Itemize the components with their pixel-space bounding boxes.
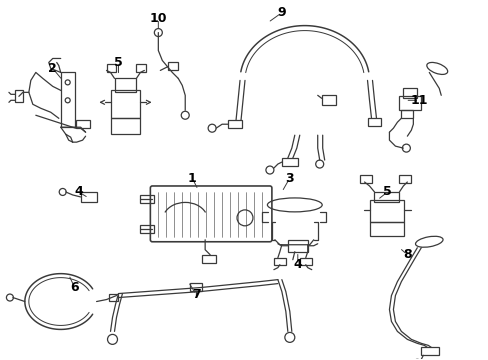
- Bar: [273, 258, 285, 265]
- Bar: [359, 175, 371, 183]
- Bar: [76, 120, 89, 128]
- Bar: [403, 88, 416, 98]
- Bar: [110, 90, 140, 118]
- Text: 5: 5: [382, 185, 391, 198]
- Bar: [108, 293, 118, 301]
- Bar: [140, 195, 154, 203]
- Bar: [421, 347, 438, 355]
- Bar: [281, 158, 297, 166]
- Bar: [399, 96, 421, 110]
- Text: 8: 8: [402, 248, 411, 261]
- Text: 1: 1: [187, 171, 196, 185]
- Bar: [81, 192, 96, 202]
- Bar: [401, 110, 412, 118]
- Bar: [369, 200, 404, 222]
- Bar: [321, 95, 335, 105]
- Bar: [110, 118, 140, 134]
- Text: 9: 9: [277, 6, 285, 19]
- Bar: [299, 258, 311, 265]
- Bar: [227, 120, 242, 128]
- Text: 5: 5: [114, 56, 122, 69]
- Text: 6: 6: [70, 281, 79, 294]
- Bar: [367, 118, 381, 126]
- Bar: [136, 64, 146, 72]
- Bar: [369, 222, 404, 236]
- Bar: [114, 78, 136, 92]
- Bar: [202, 255, 216, 263]
- Bar: [106, 64, 116, 72]
- Text: 4: 4: [293, 258, 302, 271]
- Bar: [15, 90, 23, 102]
- Bar: [374, 192, 399, 202]
- Bar: [287, 240, 307, 252]
- Text: 4: 4: [74, 185, 83, 198]
- Bar: [168, 62, 178, 71]
- Text: 10: 10: [149, 12, 167, 25]
- Bar: [140, 225, 154, 233]
- Text: 7: 7: [191, 288, 200, 301]
- Bar: [61, 72, 75, 127]
- Text: 3: 3: [285, 171, 294, 185]
- Text: 11: 11: [410, 94, 427, 107]
- Bar: [190, 283, 202, 291]
- Text: 2: 2: [48, 62, 57, 75]
- Bar: [399, 175, 410, 183]
